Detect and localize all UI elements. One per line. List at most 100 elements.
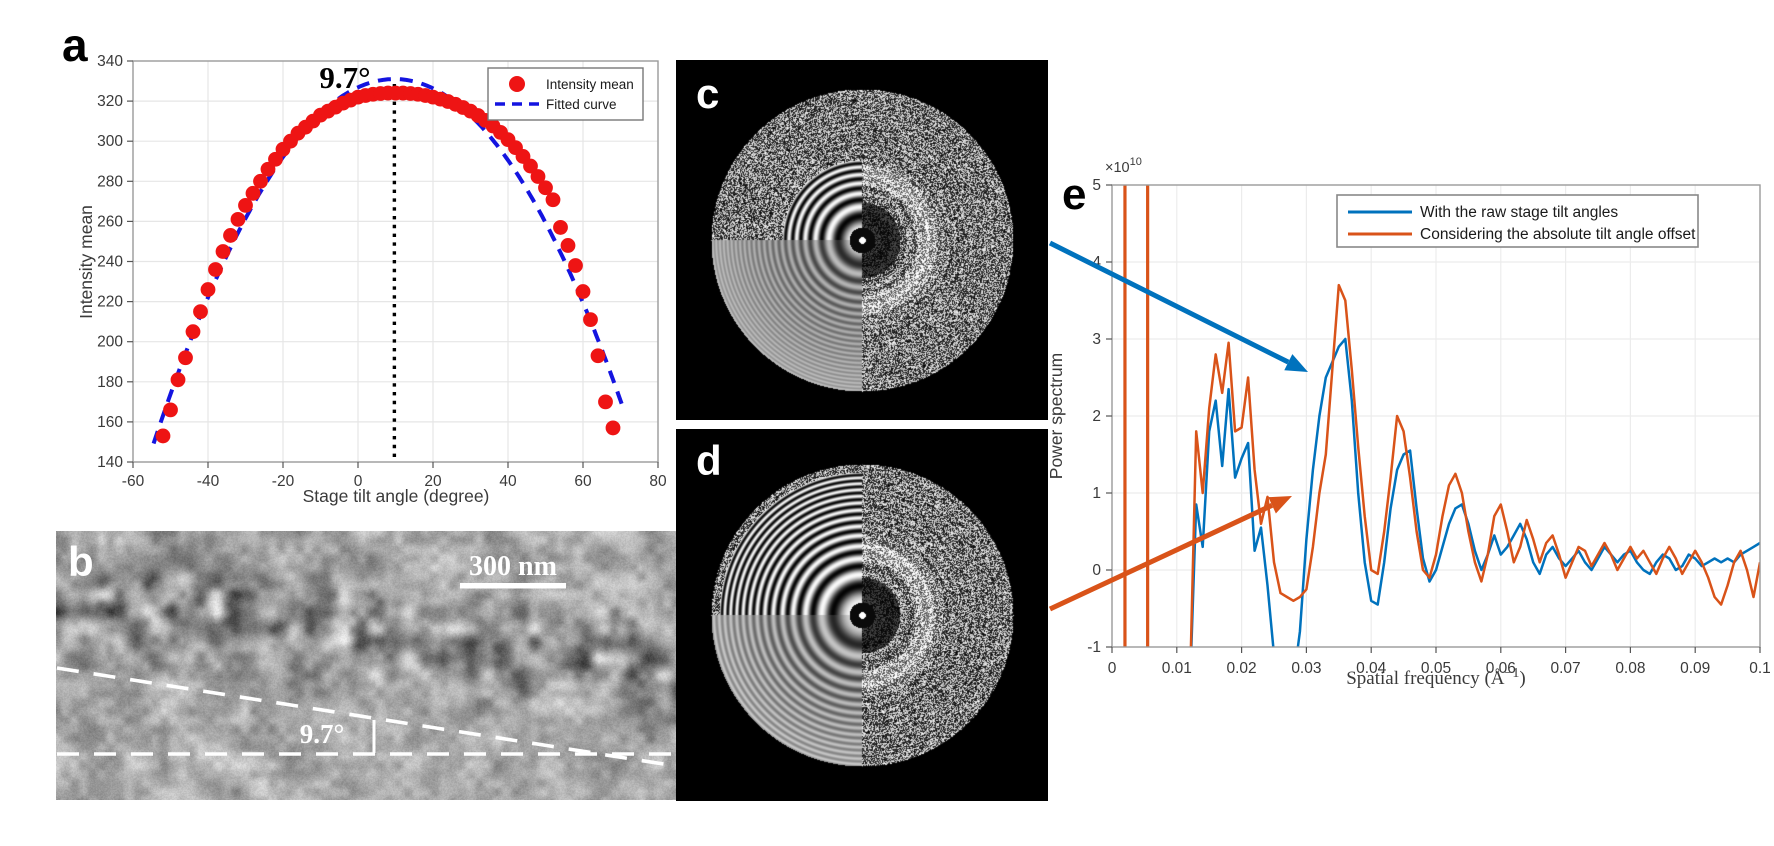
scatter-point xyxy=(523,158,538,174)
scatter-point xyxy=(530,169,546,184)
tick-label: 0.09 xyxy=(1680,660,1710,677)
scatter-point xyxy=(230,211,246,227)
tick-label: -1 xyxy=(1087,639,1101,656)
tick-label: 260 xyxy=(97,213,123,230)
tick-label: -60 xyxy=(122,473,145,490)
tick-label: 0.03 xyxy=(1291,660,1321,677)
scatter-point xyxy=(538,180,553,196)
panel-e-label: e xyxy=(1062,170,1087,219)
tick-label: 280 xyxy=(97,173,123,190)
tilted-boundary-dashed-line xyxy=(56,666,677,768)
tick-label: 40 xyxy=(499,473,517,490)
panel-c-image xyxy=(676,60,1048,420)
tick-label: 180 xyxy=(97,374,123,391)
scatter-point xyxy=(185,324,201,340)
scatter-point xyxy=(590,348,606,364)
scatter-point xyxy=(575,284,591,299)
scatter-point xyxy=(170,372,186,388)
panel-b-annotations: 300 nm 9.7° xyxy=(56,551,677,768)
panel-d-label: d xyxy=(696,437,722,484)
panel-e-ylabel: Power spectrum xyxy=(1046,353,1066,479)
scatter-point xyxy=(253,173,268,189)
tick-label: 2 xyxy=(1092,408,1101,425)
tick-label: 80 xyxy=(649,473,667,490)
tick-label: 1 xyxy=(1092,485,1101,502)
panel-d-image xyxy=(676,429,1048,801)
scatter-point xyxy=(245,185,261,201)
tick-label: 3 xyxy=(1092,331,1101,348)
tick-label: 0.05 xyxy=(1421,660,1451,677)
panel-e-legend-entry-0: With the raw stage tilt angles xyxy=(1420,204,1618,221)
panel-a-legend: Intensity mean Fitted curve xyxy=(487,67,644,121)
scatter-point xyxy=(553,220,568,235)
tick-label: 0.08 xyxy=(1615,660,1645,677)
panel-a-label: a xyxy=(62,19,88,71)
panel-a-axes xyxy=(127,60,659,468)
panel-e-exponent-label: ×1010 xyxy=(1105,156,1142,176)
panel-a-annotation: 9.7° xyxy=(319,60,370,95)
fitted-curve xyxy=(151,76,627,445)
scatter-point xyxy=(605,420,621,436)
tick-label: 5 xyxy=(1092,177,1101,194)
tick-label: 0 xyxy=(1108,660,1117,677)
scatter-point xyxy=(583,312,598,328)
panel-e-legend: With the raw stage tilt angles Consideri… xyxy=(1336,194,1699,248)
panel-a-xlabel: Stage tilt angle (degree) xyxy=(303,486,490,506)
scale-bar xyxy=(460,583,566,589)
tick-label: 160 xyxy=(97,414,123,431)
tick-label: 0 xyxy=(1092,562,1101,579)
panel-a-ylabel: Intensity mean xyxy=(76,205,96,319)
tick-label: 20 xyxy=(424,473,442,490)
panel-a-legend-entry-1: Fitted curve xyxy=(546,97,617,112)
panel-b-label: b xyxy=(68,538,94,585)
panel-a-chart: -60 -40 -20 0 20 40 60 80 140 160 180 200 220 240 260 2… xyxy=(76,53,667,506)
panel-c-label: c xyxy=(696,70,720,117)
tick-label: 320 xyxy=(97,93,123,110)
tick-label: 200 xyxy=(97,334,123,351)
scatter-point xyxy=(238,197,253,213)
tick-label: 0.07 xyxy=(1551,660,1581,677)
scatter-point xyxy=(223,228,238,243)
scatter-point xyxy=(568,258,583,273)
tick-label: 140 xyxy=(97,454,123,471)
tick-label: -40 xyxy=(197,473,220,490)
panel-e-axes xyxy=(1106,184,1761,653)
scale-bar-label: 300 nm xyxy=(469,551,557,582)
scatter-point xyxy=(560,238,576,253)
panel-b-angle-label: 9.7° xyxy=(300,719,345,749)
power-spectrum-curve xyxy=(1190,337,1760,647)
panel-e-legend-entry-1: Considering the absolute tilt angle offs… xyxy=(1420,226,1696,243)
panel-e-xlabel: Spatial frequency (Å−1) xyxy=(1346,666,1526,689)
tick-label: 220 xyxy=(97,294,123,311)
scatter-point xyxy=(208,262,223,277)
panel-a-legend-entry-0: Intensity mean xyxy=(546,77,634,92)
panel-e-plot-data xyxy=(1123,185,1760,647)
tick-label: 4 xyxy=(1092,254,1101,271)
scatter-point xyxy=(200,282,216,297)
scatter-point xyxy=(163,402,178,418)
tick-label: 0.01 xyxy=(1162,660,1192,677)
scatter-point xyxy=(155,428,171,444)
scatter-point xyxy=(215,244,231,259)
scatter-marker-icon xyxy=(509,76,525,92)
scatter-point xyxy=(178,350,193,366)
tick-label: 240 xyxy=(97,254,123,271)
scatter-point xyxy=(545,192,561,208)
tick-label: 340 xyxy=(97,53,123,70)
panel-e-legend-box xyxy=(1336,194,1699,248)
panel-e-tick-labels: 0 0.01 0.02 0.03 0.04 0.05 0.06 0.07 0.08 0.09 0.1… xyxy=(1087,177,1771,677)
tick-label: 60 xyxy=(574,473,592,490)
tick-label: 0 xyxy=(354,473,363,490)
tick-label: -20 xyxy=(272,473,295,490)
panel-a-tick-labels: -60 -40 -20 0 20 40 60 80 140 160 180 200 220 240 260 2… xyxy=(97,53,667,490)
scatter-point xyxy=(193,304,208,320)
panel-a-plot-data xyxy=(151,76,627,457)
tick-label: 0.04 xyxy=(1356,660,1387,677)
tick-label: 0.06 xyxy=(1486,660,1516,677)
tick-label: 300 xyxy=(97,133,123,150)
tick-label: 0.02 xyxy=(1227,660,1257,677)
tick-label: 0.1 xyxy=(1749,660,1771,677)
power-spectrum-curve xyxy=(1189,283,1760,647)
